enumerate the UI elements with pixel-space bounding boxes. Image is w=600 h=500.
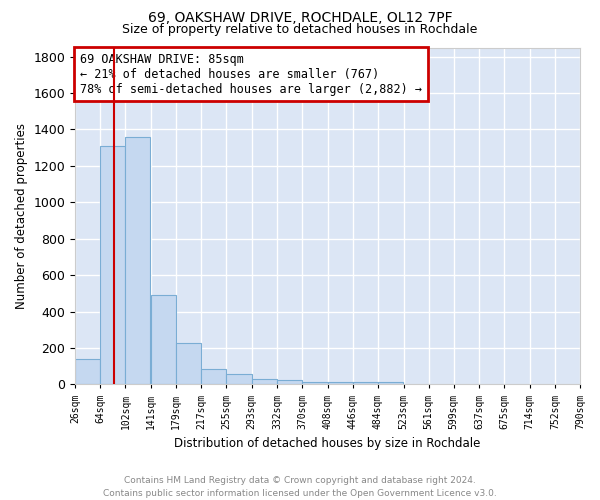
Bar: [251, 378, 277, 384]
Bar: [328, 382, 353, 384]
Text: 69 OAKSHAW DRIVE: 85sqm
← 21% of detached houses are smaller (767)
78% of semi-d: 69 OAKSHAW DRIVE: 85sqm ← 21% of detache…: [80, 52, 422, 96]
Bar: [75, 359, 100, 384]
Y-axis label: Number of detached properties: Number of detached properties: [15, 123, 28, 309]
X-axis label: Distribution of detached houses by size in Rochdale: Distribution of detached houses by size …: [175, 437, 481, 450]
Bar: [100, 146, 125, 384]
Bar: [176, 342, 202, 384]
Bar: [202, 369, 226, 384]
Bar: [378, 382, 403, 384]
Text: 69, OAKSHAW DRIVE, ROCHDALE, OL12 7PF: 69, OAKSHAW DRIVE, ROCHDALE, OL12 7PF: [148, 11, 452, 25]
Bar: [277, 380, 302, 384]
Bar: [226, 374, 251, 384]
Text: Contains HM Land Registry data © Crown copyright and database right 2024.
Contai: Contains HM Land Registry data © Crown c…: [103, 476, 497, 498]
Bar: [151, 295, 176, 384]
Bar: [302, 382, 328, 384]
Text: Size of property relative to detached houses in Rochdale: Size of property relative to detached ho…: [122, 22, 478, 36]
Bar: [353, 382, 378, 384]
Bar: [125, 136, 151, 384]
